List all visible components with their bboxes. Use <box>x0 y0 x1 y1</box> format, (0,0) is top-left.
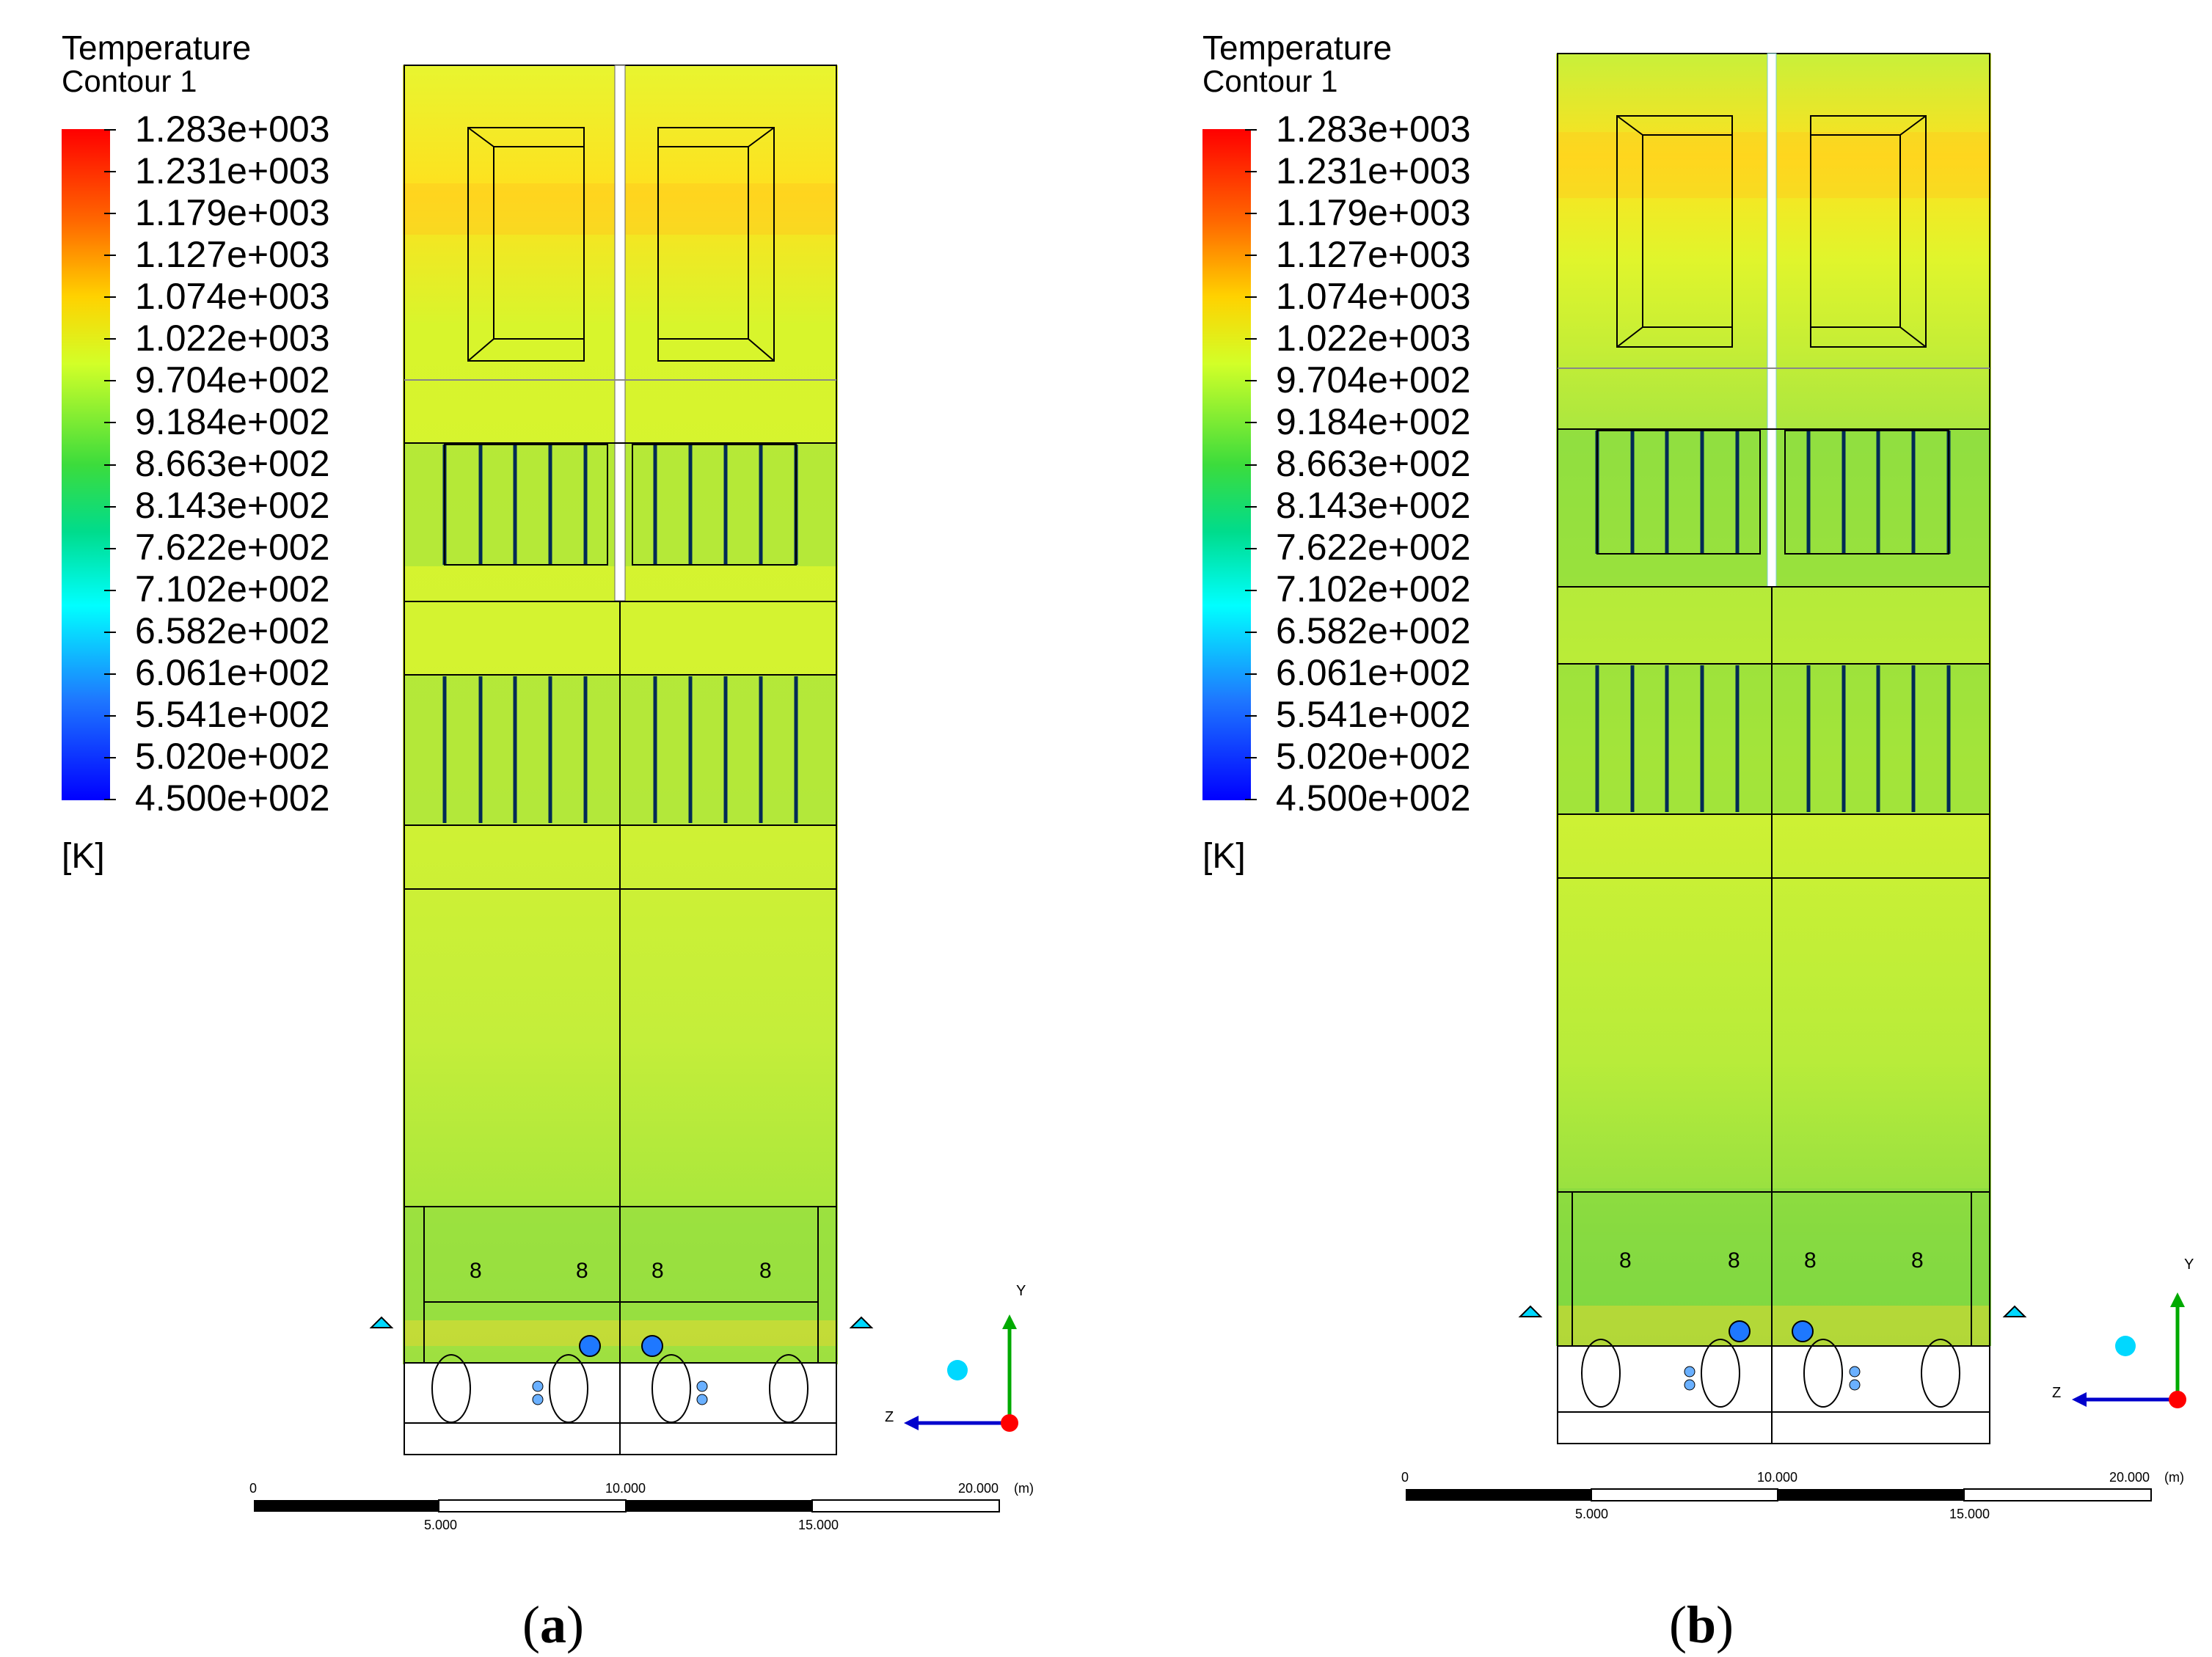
scale-unit: (m) <box>2164 1470 2184 1485</box>
svg-text:8: 8 <box>1804 1248 1817 1273</box>
legend-label: 8.663e+002 <box>1276 443 1471 484</box>
scale-label-20: 20.000 <box>958 1481 999 1496</box>
legend-label: 8.663e+002 <box>135 443 330 484</box>
scale-bar <box>254 1499 1000 1512</box>
legend-label: 7.622e+002 <box>1276 527 1471 568</box>
scale-label-0: 0 <box>1401 1470 1409 1485</box>
upper-box-right <box>657 127 775 362</box>
legend-label: 1.074e+003 <box>135 276 330 317</box>
scale-label-10: 10.000 <box>1757 1470 1797 1485</box>
legend-label: 5.020e+002 <box>1276 736 1471 777</box>
colorbar-ticks <box>104 129 116 800</box>
legend-label: 9.184e+002 <box>135 401 330 442</box>
panel-a: Temperature Contour 1 1.283e+003 1.231e+… <box>62 29 1034 1654</box>
legend-label: 4.500e+002 <box>135 778 330 819</box>
legend-label: 1.127e+003 <box>1276 234 1471 275</box>
burner-markers: 8 8 8 8 <box>369 1259 874 1423</box>
axis-triad <box>904 1314 1018 1432</box>
legend-label: 6.582e+002 <box>1276 610 1471 651</box>
baffles-lower <box>442 676 798 823</box>
svg-text:8: 8 <box>759 1259 772 1283</box>
legend-title: Temperature <box>1202 29 1392 67</box>
upper-box-left <box>467 127 585 362</box>
legend-label: 8.143e+002 <box>1276 485 1471 526</box>
legend-label: 9.704e+002 <box>1276 359 1471 400</box>
axis-y-label: Y <box>1016 1283 1026 1299</box>
svg-text:8: 8 <box>1619 1248 1632 1273</box>
caption-a: (a) <box>522 1595 584 1654</box>
scale-label-5: 5.000 <box>424 1518 457 1532</box>
colorbar-ticks <box>1245 129 1257 800</box>
legend-label: 6.061e+002 <box>135 652 330 693</box>
legend-label: 5.541e+002 <box>135 694 330 735</box>
axis-triad <box>2072 1292 2186 1408</box>
legend-label: 7.102e+002 <box>135 568 330 610</box>
legend-label: 1.022e+003 <box>135 318 330 359</box>
legend-label: 1.127e+003 <box>135 234 330 275</box>
burner-markers: 8 8 8 8 <box>1518 1248 2027 1408</box>
contour-plot-b: 8 8 8 8 Y Z 0 10.000 20.000 (m) 5.000 15… <box>1401 53 2194 1521</box>
legend-label: 1.022e+003 <box>1276 318 1471 359</box>
scale-label-10: 10.000 <box>605 1481 646 1496</box>
legend-label: 5.020e+002 <box>135 736 330 777</box>
svg-text:8: 8 <box>576 1259 588 1283</box>
colorbar <box>62 129 110 800</box>
baffles-lower <box>1595 665 1951 812</box>
axis-z-label: Z <box>885 1409 894 1425</box>
svg-text:8: 8 <box>1728 1248 1740 1273</box>
caption-b: (b) <box>1669 1595 1734 1654</box>
baffle-zone-lower <box>1558 664 1990 814</box>
bottom-warm-strip <box>1558 1306 1990 1346</box>
panel-b: Temperature Contour 1 1.283e+003 1.231e+… <box>1106 0 2212 1657</box>
scale-label-0: 0 <box>249 1481 257 1496</box>
legend-subtitle: Contour 1 <box>1202 64 1338 98</box>
central-divider <box>1767 53 1777 588</box>
legend-unit: [K] <box>1202 837 1246 876</box>
legend-label: 1.231e+003 <box>135 150 330 191</box>
legend-label: 4.500e+002 <box>1276 778 1471 819</box>
svg-text:8: 8 <box>470 1259 482 1283</box>
legend-label: 9.184e+002 <box>1276 401 1471 442</box>
legend-label: 1.231e+003 <box>1276 150 1471 191</box>
upper-box-right <box>1810 115 1927 348</box>
scale-label-20: 20.000 <box>2109 1470 2150 1485</box>
legend-label: 1.074e+003 <box>1276 276 1471 317</box>
scale-label-15: 15.000 <box>1949 1507 1990 1521</box>
legend: Temperature Contour 1 1.283e+003 1.231e+… <box>62 29 384 880</box>
central-divider <box>614 65 626 601</box>
scale-bar <box>1406 1488 2152 1501</box>
axis-z-label: Z <box>2052 1385 2061 1401</box>
legend-label: 6.061e+002 <box>1276 652 1471 693</box>
scale-label-15: 15.000 <box>798 1518 839 1532</box>
legend-subtitle: Contour 1 <box>62 64 197 98</box>
legend-label: 8.143e+002 <box>135 485 330 526</box>
contour-plot-a: 8 8 8 8 Y Z 0 10.000 20.000 (m) 5.000 15… <box>249 65 1034 1532</box>
legend-label: 1.179e+003 <box>1276 192 1471 233</box>
mid-zone <box>1558 587 1990 664</box>
svg-text:8: 8 <box>1911 1248 1924 1273</box>
legend-label: 7.102e+002 <box>1276 568 1471 610</box>
legend-title: Temperature <box>62 29 252 67</box>
legend-label: 5.541e+002 <box>1276 694 1471 735</box>
scale-label-5: 5.000 <box>1575 1507 1608 1521</box>
legend: Temperature Contour 1 1.283e+003 1.231e+… <box>1202 29 1525 880</box>
legend-label: 1.179e+003 <box>135 192 330 233</box>
legend-unit: [K] <box>62 837 105 876</box>
upper-box-left <box>1616 115 1733 348</box>
legend-label: 1.283e+003 <box>1276 109 1471 150</box>
legend-label: 9.704e+002 <box>135 359 330 400</box>
legend-label: 6.582e+002 <box>135 610 330 651</box>
svg-text:8: 8 <box>651 1259 664 1283</box>
legend-label: 1.283e+003 <box>135 109 330 150</box>
scale-unit: (m) <box>1014 1481 1034 1496</box>
colorbar <box>1202 129 1251 800</box>
axis-y-label: Y <box>2184 1257 2194 1273</box>
lower-chamber <box>1557 1345 1990 1444</box>
legend-label: 7.622e+002 <box>135 527 330 568</box>
